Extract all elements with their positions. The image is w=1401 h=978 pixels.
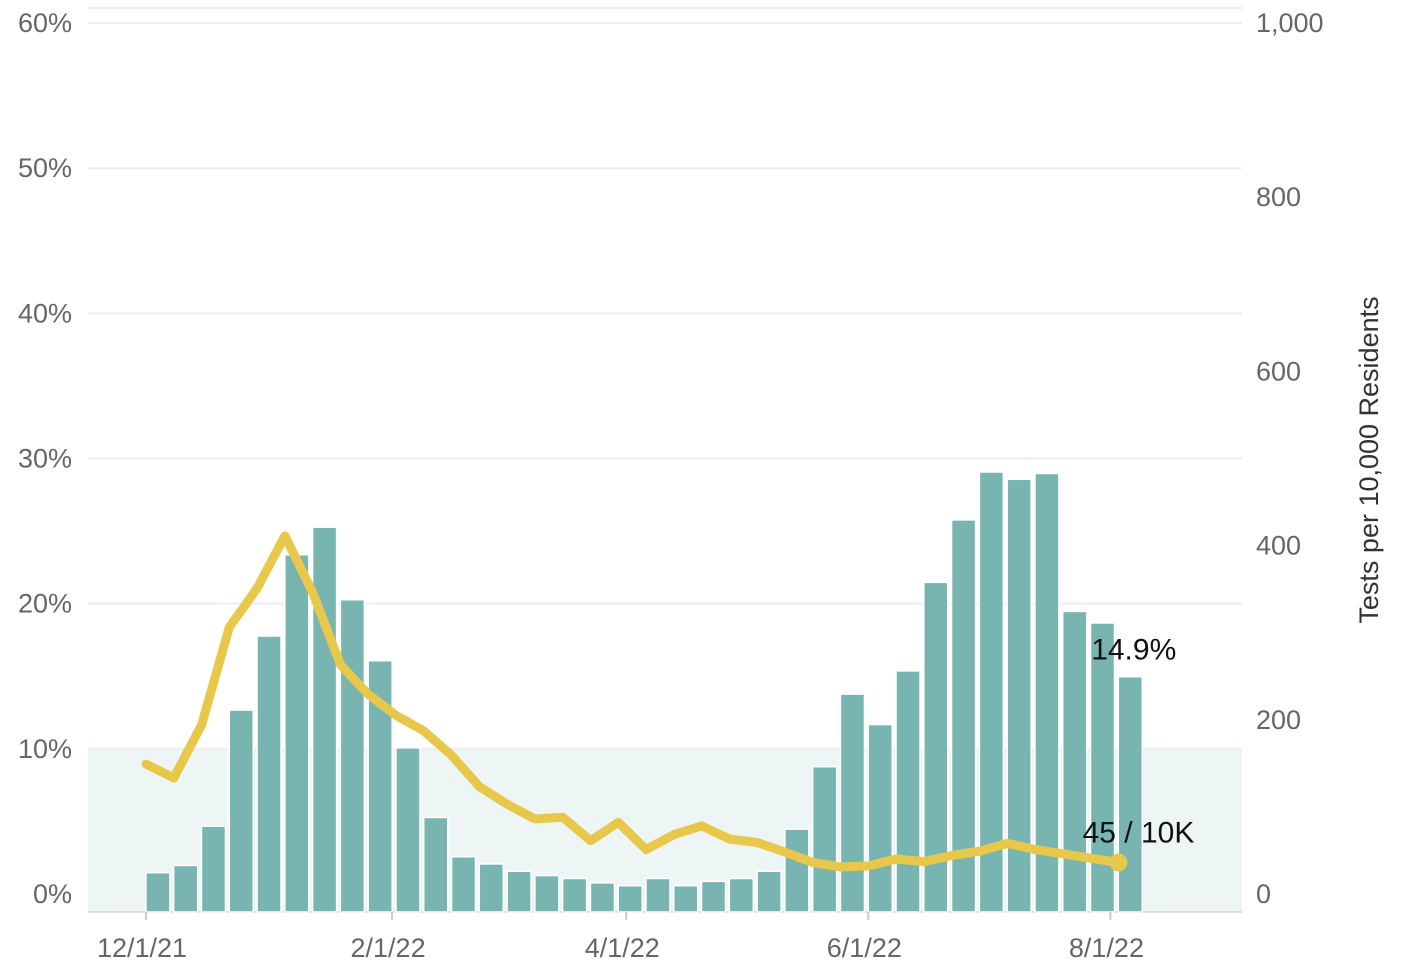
bar bbox=[256, 635, 282, 913]
tests-line bbox=[141, 531, 1123, 872]
bar bbox=[784, 828, 810, 913]
left-tick-label: 20% bbox=[18, 589, 72, 619]
bar bbox=[172, 864, 199, 913]
bar bbox=[534, 874, 560, 913]
right-tick-label: 1,000 bbox=[1256, 8, 1324, 38]
left-tick-label: 30% bbox=[18, 444, 72, 474]
bar bbox=[950, 519, 977, 913]
right-axis-title: Tests per 10,000 Residents bbox=[1354, 296, 1384, 623]
bar bbox=[561, 877, 588, 913]
bar bbox=[811, 765, 838, 913]
bar bbox=[284, 554, 310, 913]
bar bbox=[728, 877, 755, 913]
left-tick-label: 40% bbox=[18, 298, 72, 328]
left-tick-label: 60% bbox=[18, 8, 72, 38]
bar bbox=[617, 884, 643, 913]
right-tick-label: 400 bbox=[1256, 531, 1301, 561]
x-tick-label: 2/1/22 bbox=[351, 933, 426, 963]
right-axis-ticks: 0 200 400 600 800 1,000 bbox=[1256, 8, 1324, 909]
bar bbox=[506, 870, 532, 913]
bar bbox=[1034, 472, 1060, 913]
bar bbox=[700, 880, 727, 913]
x-tick-label: 8/1/22 bbox=[1069, 933, 1144, 963]
bar bbox=[450, 855, 477, 913]
bar bbox=[589, 882, 616, 913]
bar bbox=[228, 709, 255, 913]
bar bbox=[422, 816, 449, 913]
bar bbox=[200, 825, 227, 913]
left-tick-label: 50% bbox=[18, 153, 72, 183]
bar bbox=[1061, 610, 1088, 913]
right-tick-label: 0 bbox=[1256, 879, 1271, 909]
bar bbox=[478, 863, 505, 913]
bar bbox=[645, 877, 671, 913]
bar bbox=[978, 471, 1005, 913]
bar bbox=[895, 670, 921, 913]
right-tick-label: 200 bbox=[1256, 705, 1301, 735]
right-tick-label: 800 bbox=[1256, 182, 1301, 212]
line-value-annotation: 45 / 10K bbox=[1083, 817, 1195, 850]
bar bbox=[395, 747, 421, 913]
bar bbox=[867, 723, 893, 913]
left-tick-label: 10% bbox=[18, 734, 72, 764]
left-tick-label: 0% bbox=[33, 879, 72, 909]
x-tick-label: 6/1/22 bbox=[827, 933, 902, 963]
bar bbox=[145, 871, 171, 913]
bar bbox=[756, 870, 782, 913]
bar-value-annotation: 14.9% bbox=[1091, 634, 1176, 667]
line-end-marker bbox=[1109, 853, 1128, 872]
x-tick-label: 12/1/21 bbox=[97, 933, 187, 963]
x-axis-ticks: 12/1/21 2/1/22 4/1/22 6/1/22 8/1/22 bbox=[97, 912, 1144, 963]
bar-series bbox=[145, 471, 1144, 913]
x-tick-label: 4/1/22 bbox=[585, 933, 660, 963]
bar bbox=[673, 884, 699, 913]
bar bbox=[339, 599, 366, 913]
right-tick-label: 600 bbox=[1256, 356, 1301, 386]
line-series bbox=[141, 531, 1128, 872]
bar bbox=[1117, 675, 1144, 913]
bar bbox=[839, 693, 866, 913]
annotation-layer: 14.9% 45 / 10K bbox=[1083, 634, 1195, 850]
bar bbox=[311, 526, 338, 913]
left-axis-ticks: 0% 10% 20% 30% 40% 50% 60% bbox=[18, 8, 72, 909]
